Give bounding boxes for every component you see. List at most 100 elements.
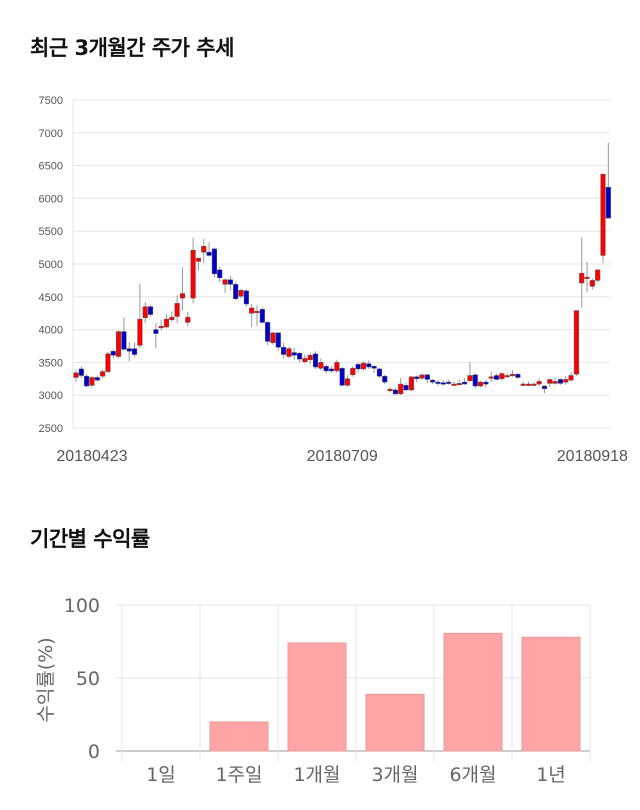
candle-body [499, 373, 505, 380]
return-bar [287, 642, 347, 752]
return-bar [365, 693, 425, 752]
candle-body [424, 374, 430, 380]
candle-body [387, 389, 393, 392]
candle-body [440, 382, 446, 385]
candle-body [94, 377, 100, 381]
candle-body [478, 381, 484, 387]
candle-body [238, 289, 244, 297]
candle-body [78, 368, 84, 376]
candle-body [270, 332, 276, 343]
candle-body [297, 352, 303, 360]
y-tick-label: 5000 [39, 259, 63, 271]
candle-body [392, 389, 398, 395]
candle-body [509, 373, 516, 376]
candle-body [142, 306, 148, 319]
x-tick-label: 1년 [536, 764, 566, 786]
x-tick-label: 1일 [146, 764, 176, 786]
candle-body [116, 331, 122, 357]
candle-body [153, 329, 159, 334]
x-tick-label: 1주일 [215, 764, 262, 786]
candle-body [334, 362, 340, 372]
candle-body [584, 276, 590, 279]
candle-body [531, 383, 537, 386]
x-tick-label: 20180423 [56, 448, 127, 465]
candle-body [467, 375, 473, 382]
candle-body [265, 322, 271, 342]
y-tick-label: 0 [88, 741, 100, 763]
candle-body [89, 377, 95, 386]
y-tick-label: 50 [76, 668, 100, 690]
candle-body [281, 347, 287, 355]
candle-body [179, 293, 186, 299]
candle-body [536, 381, 542, 385]
returns-bar-chart: 0 50 100 1일 1주일 1개월 3개월 6개월 1년 수익률(%) [35, 595, 591, 786]
candle-body [350, 368, 356, 376]
candle-body [488, 376, 494, 379]
candle-body [605, 186, 611, 219]
candle-body [249, 307, 255, 314]
candle-body [121, 331, 127, 350]
candle-body [462, 381, 468, 385]
candle-body [201, 246, 207, 253]
candle-body [84, 375, 90, 387]
candle-body [174, 303, 180, 317]
candle-body [408, 376, 414, 391]
y-tick-label: 6000 [39, 193, 63, 205]
candlestick-chart: 2500 3000 3500 4000 4500 5000 5500 6000 6500 7000… [39, 95, 629, 465]
candle-body [355, 364, 361, 370]
candle-body [451, 383, 457, 386]
x-tick-label: 6개월 [449, 764, 496, 786]
candle-body [259, 309, 265, 323]
candle-body [563, 379, 569, 383]
candle-body [493, 375, 500, 380]
y-axis-label: 수익률(%) [35, 637, 57, 722]
candle-body [185, 316, 191, 323]
candle-body [595, 269, 601, 281]
candle-body [568, 375, 574, 381]
candle-body [414, 376, 420, 380]
candle-body [382, 375, 388, 383]
candle-body [541, 385, 548, 389]
candle-body [446, 381, 452, 384]
candle-body [158, 326, 164, 329]
y-tick-label: 4500 [39, 292, 63, 304]
candle-body [307, 354, 313, 361]
candle-body [169, 316, 175, 321]
candle-body [217, 269, 223, 279]
candle-body [73, 372, 79, 378]
candle-body [589, 280, 595, 287]
candle-body [435, 381, 441, 384]
x-tick-label: 20180709 [307, 448, 378, 465]
candle-body [398, 383, 404, 395]
candle-body [163, 318, 170, 328]
candle-body [243, 290, 249, 305]
candle-body [211, 248, 217, 275]
candle-body [472, 374, 478, 387]
return-bar [521, 636, 581, 752]
candle-body [557, 379, 563, 384]
x-tick-label: 3개월 [371, 764, 418, 786]
candle-body [403, 385, 409, 391]
candle-body [328, 368, 335, 372]
candle-body [137, 318, 143, 346]
candle-body [419, 374, 425, 379]
candle-body [376, 368, 382, 377]
candle-body [430, 379, 436, 383]
candle-body [227, 279, 233, 285]
section-title-returns: 기간별 수익률 [30, 527, 150, 551]
return-bar [209, 721, 269, 752]
candle-body [222, 279, 228, 285]
candle-body [195, 257, 201, 262]
y-tick-label: 4000 [39, 325, 63, 337]
candle-body [339, 368, 345, 386]
candle-body [275, 332, 281, 348]
candle-body [318, 362, 324, 369]
candle-body [291, 352, 297, 356]
candle-body [126, 348, 132, 352]
y-tick-label: 6500 [39, 161, 63, 173]
candle-body [206, 251, 212, 256]
section-title-price-trend: 최근 3개월간 주가 추세 [30, 36, 234, 60]
candle-body [573, 310, 579, 375]
candle-body [302, 358, 308, 362]
y-tick-label: 3000 [39, 390, 63, 402]
